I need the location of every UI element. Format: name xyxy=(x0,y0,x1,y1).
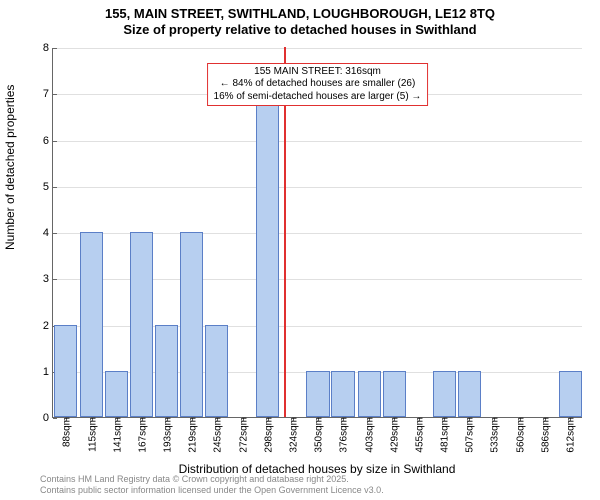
histogram-bar xyxy=(155,325,178,418)
callout-line1: 155 MAIN STREET: 316sqm xyxy=(214,66,422,79)
histogram-bar xyxy=(54,325,77,418)
x-tick-label: 560sqm xyxy=(514,417,527,453)
histogram-bar xyxy=(306,371,329,417)
y-tick-label: 0 xyxy=(33,412,53,424)
x-tick-label: 167sqm xyxy=(135,417,148,453)
x-tick-label: 245sqm xyxy=(210,417,223,453)
y-tick-label: 8 xyxy=(33,42,53,54)
x-tick-label: 455sqm xyxy=(413,417,426,453)
x-tick-label: 141sqm xyxy=(110,417,123,453)
gridline xyxy=(53,187,582,188)
x-tick-label: 88sqm xyxy=(59,417,72,447)
histogram-bar xyxy=(383,371,406,417)
x-tick-label: 481sqm xyxy=(438,417,451,453)
histogram-bar xyxy=(559,371,582,417)
y-tick-label: 2 xyxy=(33,320,53,332)
x-tick-label: 376sqm xyxy=(337,417,350,453)
gridline xyxy=(53,48,582,49)
histogram-bar xyxy=(130,232,153,417)
plot-region: 01234567888sqm115sqm141sqm167sqm193sqm21… xyxy=(52,48,582,418)
callout-line3: 16% of semi-detached houses are larger (… xyxy=(214,91,422,104)
title-line2: Size of property relative to detached ho… xyxy=(0,22,600,38)
y-tick-label: 5 xyxy=(33,181,53,193)
title-line1: 155, MAIN STREET, SWITHLAND, LOUGHBOROUG… xyxy=(0,6,600,22)
x-tick-label: 403sqm xyxy=(363,417,376,453)
x-tick-label: 612sqm xyxy=(564,417,577,453)
histogram-bar xyxy=(256,93,279,417)
histogram-bar xyxy=(331,371,354,417)
histogram-bar xyxy=(180,232,203,417)
histogram-bar xyxy=(358,371,381,417)
title-block: 155, MAIN STREET, SWITHLAND, LOUGHBOROUG… xyxy=(0,0,600,39)
gridline xyxy=(53,141,582,142)
y-axis-label: Number of detached properties xyxy=(3,85,17,250)
x-tick-label: 586sqm xyxy=(539,417,552,453)
histogram-bar xyxy=(80,232,103,417)
chart-container: 155, MAIN STREET, SWITHLAND, LOUGHBOROUG… xyxy=(0,0,600,500)
x-tick-label: 272sqm xyxy=(236,417,249,453)
callout-box: 155 MAIN STREET: 316sqm← 84% of detached… xyxy=(207,63,429,107)
y-tick-label: 4 xyxy=(33,227,53,239)
histogram-bar xyxy=(458,371,481,417)
x-tick-label: 193sqm xyxy=(160,417,173,453)
x-tick-label: 219sqm xyxy=(185,417,198,453)
x-tick-label: 533sqm xyxy=(488,417,501,453)
x-tick-label: 429sqm xyxy=(388,417,401,453)
x-tick-label: 350sqm xyxy=(312,417,325,453)
histogram-bar xyxy=(105,371,128,417)
attribution-footer: Contains HM Land Registry data © Crown c… xyxy=(40,474,384,496)
y-tick-label: 6 xyxy=(33,135,53,147)
callout-line2: ← 84% of detached houses are smaller (26… xyxy=(214,78,422,91)
histogram-bar xyxy=(205,325,228,418)
footer-line2: Contains public sector information licen… xyxy=(40,485,384,496)
x-tick-label: 298sqm xyxy=(261,417,274,453)
y-tick-label: 3 xyxy=(33,273,53,285)
footer-line1: Contains HM Land Registry data © Crown c… xyxy=(40,474,384,485)
x-tick-label: 324sqm xyxy=(286,417,299,453)
x-tick-label: 115sqm xyxy=(85,417,98,452)
y-tick-label: 7 xyxy=(33,88,53,100)
histogram-bar xyxy=(433,371,456,417)
y-tick-label: 1 xyxy=(33,366,53,378)
x-tick-label: 507sqm xyxy=(463,417,476,453)
chart-area: 01234567888sqm115sqm141sqm167sqm193sqm21… xyxy=(52,48,582,418)
